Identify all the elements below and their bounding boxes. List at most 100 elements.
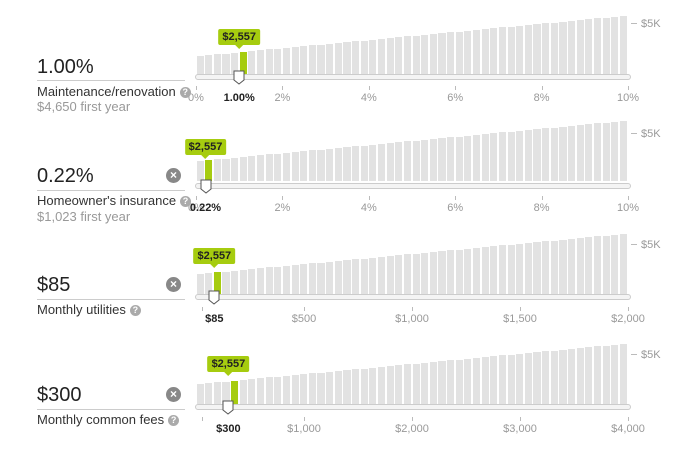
bar[interactable] (481, 357, 489, 404)
bar[interactable] (352, 369, 360, 404)
bar[interactable] (196, 161, 204, 181)
bar[interactable] (386, 366, 394, 404)
bar[interactable] (421, 362, 429, 404)
bar[interactable] (360, 258, 368, 294)
bar[interactable] (300, 374, 308, 404)
bar[interactable] (507, 244, 515, 294)
bar[interactable] (369, 367, 377, 404)
bar[interactable] (421, 252, 429, 294)
bar[interactable] (438, 138, 446, 181)
bar[interactable] (611, 121, 619, 181)
bar[interactable] (472, 134, 481, 181)
bar[interactable] (291, 152, 299, 181)
bar[interactable] (274, 153, 282, 181)
bar[interactable] (222, 158, 230, 181)
bar[interactable] (602, 345, 610, 404)
bar[interactable] (256, 378, 265, 404)
bar-chart[interactable] (196, 344, 628, 404)
bar[interactable] (498, 355, 507, 404)
bar[interactable] (516, 130, 524, 181)
bar[interactable] (326, 261, 334, 294)
bar[interactable] (308, 373, 316, 404)
bar[interactable] (291, 375, 299, 404)
bar[interactable] (438, 361, 446, 404)
slider-handle-icon[interactable] (208, 290, 220, 305)
bar[interactable] (326, 43, 334, 76)
bar[interactable] (490, 28, 498, 76)
bar-selected[interactable] (213, 272, 221, 294)
bar[interactable] (524, 24, 532, 76)
bar[interactable] (507, 26, 515, 76)
bar[interactable] (308, 263, 316, 294)
bar[interactable] (524, 242, 532, 294)
bar[interactable] (248, 51, 256, 76)
bar[interactable] (274, 48, 282, 76)
clear-x-icon[interactable]: × (166, 277, 181, 292)
bar[interactable] (239, 269, 247, 294)
slider-handle-icon[interactable] (200, 179, 212, 194)
bar[interactable] (619, 344, 627, 404)
bar[interactable] (533, 24, 541, 76)
bar[interactable] (559, 349, 567, 404)
bar[interactable] (369, 257, 377, 294)
bar[interactable] (412, 35, 420, 76)
bar[interactable] (282, 375, 291, 404)
bar[interactable] (576, 20, 584, 76)
bar[interactable] (317, 44, 325, 76)
help-question-icon[interactable]: ? (179, 87, 191, 98)
value-display[interactable]: 0.22% (37, 165, 94, 187)
bar[interactable] (222, 271, 230, 294)
bar[interactable] (412, 253, 420, 294)
bar[interactable] (568, 238, 576, 294)
bar[interactable] (386, 38, 394, 76)
bar[interactable] (395, 37, 403, 76)
bar[interactable] (585, 237, 593, 294)
bar[interactable] (498, 27, 507, 76)
slider-track[interactable] (195, 183, 631, 189)
bar[interactable] (326, 371, 334, 404)
bar[interactable] (360, 368, 368, 404)
bar[interactable] (593, 18, 602, 76)
bar[interactable] (239, 379, 247, 404)
bar[interactable] (533, 129, 541, 181)
bar[interactable] (300, 264, 308, 294)
bar[interactable] (481, 134, 489, 181)
bar[interactable] (576, 125, 584, 181)
bar[interactable] (412, 363, 420, 404)
bar[interactable] (395, 365, 403, 404)
bar[interactable] (438, 33, 446, 76)
help-question-icon[interactable]: ? (129, 305, 141, 316)
bar[interactable] (326, 148, 334, 181)
bar[interactable] (472, 247, 481, 294)
bar[interactable] (282, 265, 291, 294)
bar[interactable] (602, 122, 610, 181)
bar[interactable] (464, 135, 472, 181)
bar[interactable] (429, 33, 437, 76)
slider-handle-icon[interactable] (222, 400, 234, 415)
bar[interactable] (585, 347, 593, 404)
bar[interactable] (472, 29, 481, 76)
bar[interactable] (222, 381, 230, 404)
bar[interactable] (205, 383, 213, 404)
bar[interactable] (559, 126, 567, 181)
bar[interactable] (377, 366, 386, 404)
bar[interactable] (481, 247, 489, 294)
bar[interactable] (213, 159, 221, 181)
bar[interactable] (429, 251, 437, 294)
bar[interactable] (455, 359, 463, 404)
bar[interactable] (300, 151, 308, 181)
bar[interactable] (550, 127, 558, 181)
bar[interactable] (231, 52, 239, 76)
bar[interactable] (619, 16, 627, 76)
bar[interactable] (377, 256, 386, 294)
bar[interactable] (256, 155, 265, 181)
bar[interactable] (455, 136, 463, 181)
bar[interactable] (248, 156, 256, 181)
bar[interactable] (196, 384, 204, 404)
bar[interactable] (593, 236, 602, 294)
bar[interactable] (282, 152, 291, 181)
bar[interactable] (412, 140, 420, 181)
value-display[interactable]: $85 (37, 274, 71, 296)
bar[interactable] (403, 254, 411, 294)
bar[interactable] (559, 21, 567, 76)
